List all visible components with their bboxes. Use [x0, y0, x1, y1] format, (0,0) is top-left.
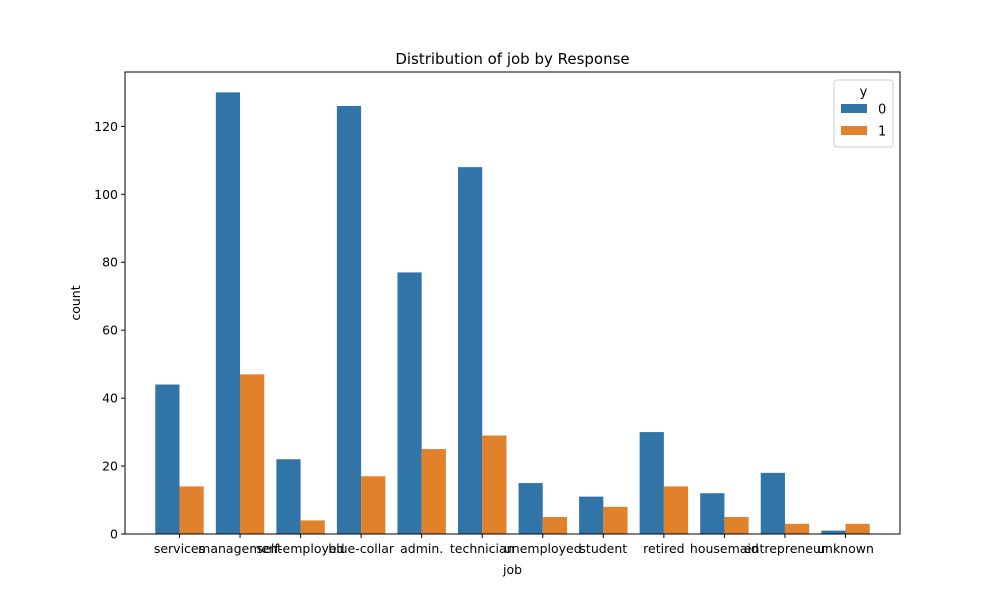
y-tick-label: 120: [94, 119, 118, 134]
x-tick-label: housemaid: [690, 541, 759, 556]
x-tick-label: unemployed: [504, 541, 582, 556]
legend-items: 01: [841, 103, 886, 140]
x-tick-label: entrepreneur: [744, 541, 827, 556]
x-tick-label: services: [154, 541, 205, 556]
x-tick-label: unknown: [817, 541, 874, 556]
plot-frame: [124, 71, 901, 535]
bar-retired-series-0: [639, 432, 664, 534]
bar-blue-collar-series-0: [336, 105, 362, 534]
bar-blue-collar-series-1: [361, 476, 386, 534]
bar-technician-series-0: [458, 167, 483, 534]
x-tick-label: student: [579, 541, 627, 556]
bar-student-series-1: [603, 506, 628, 534]
legend-label-series-1: 1: [878, 125, 886, 140]
bar-self-employed-series-1: [300, 520, 325, 534]
y-axis-label: count: [68, 285, 83, 320]
y-tick-label: 60: [102, 323, 118, 338]
bar-housemaid-series-0: [700, 493, 725, 534]
bars-group: [155, 92, 870, 534]
x-axis-label: job: [502, 562, 522, 577]
legend: y 01: [833, 79, 894, 148]
y-axis: 0 20 40 60 80 100 120: [94, 119, 125, 542]
bar-technician-series-1: [482, 435, 507, 534]
x-tick-label: self-employed: [257, 541, 345, 556]
bar-unemployed-series-0: [518, 483, 543, 534]
bar-unemployed-series-1: [542, 517, 567, 534]
bar-admin--series-0: [397, 272, 422, 534]
bar-self-employed-series-0: [276, 459, 301, 534]
bar-management-series-1: [240, 374, 265, 534]
bar-retired-series-1: [663, 486, 689, 534]
legend-swatch-series-1: [841, 126, 867, 135]
x-axis: servicesmanagementself-employedblue-coll…: [154, 534, 874, 556]
y-tick-label: 40: [102, 391, 118, 406]
y-tick-label: 80: [102, 255, 118, 270]
x-tick-label: blue-collar: [328, 541, 395, 556]
bar-admin--series-1: [421, 449, 446, 534]
x-tick-label: retired: [643, 541, 684, 556]
x-tick-label: admin.: [400, 541, 443, 556]
legend-label-series-0: 0: [878, 103, 886, 118]
bar-unknown-series-0: [821, 530, 846, 534]
x-tick-label: management: [198, 541, 282, 556]
y-tick-label: 20: [102, 459, 118, 474]
x-tick-label: technician: [450, 541, 515, 556]
bar-student-series-0: [579, 496, 604, 534]
bar-entrepreneur-series-1: [784, 523, 810, 534]
bar-unknown-series-1: [845, 523, 870, 534]
bar-housemaid-series-1: [724, 517, 749, 534]
bar-management-series-0: [215, 92, 241, 534]
bar-services-series-0: [155, 384, 180, 534]
chart-title: Distribution of job by Response: [395, 50, 629, 68]
y-tick-label: 0: [110, 527, 118, 542]
legend-title: y: [860, 85, 868, 100]
y-tick-label: 100: [94, 187, 118, 202]
legend-swatch-series-0: [841, 104, 867, 113]
bar-entrepreneur-series-0: [760, 472, 785, 534]
bar-services-series-1: [179, 486, 204, 534]
